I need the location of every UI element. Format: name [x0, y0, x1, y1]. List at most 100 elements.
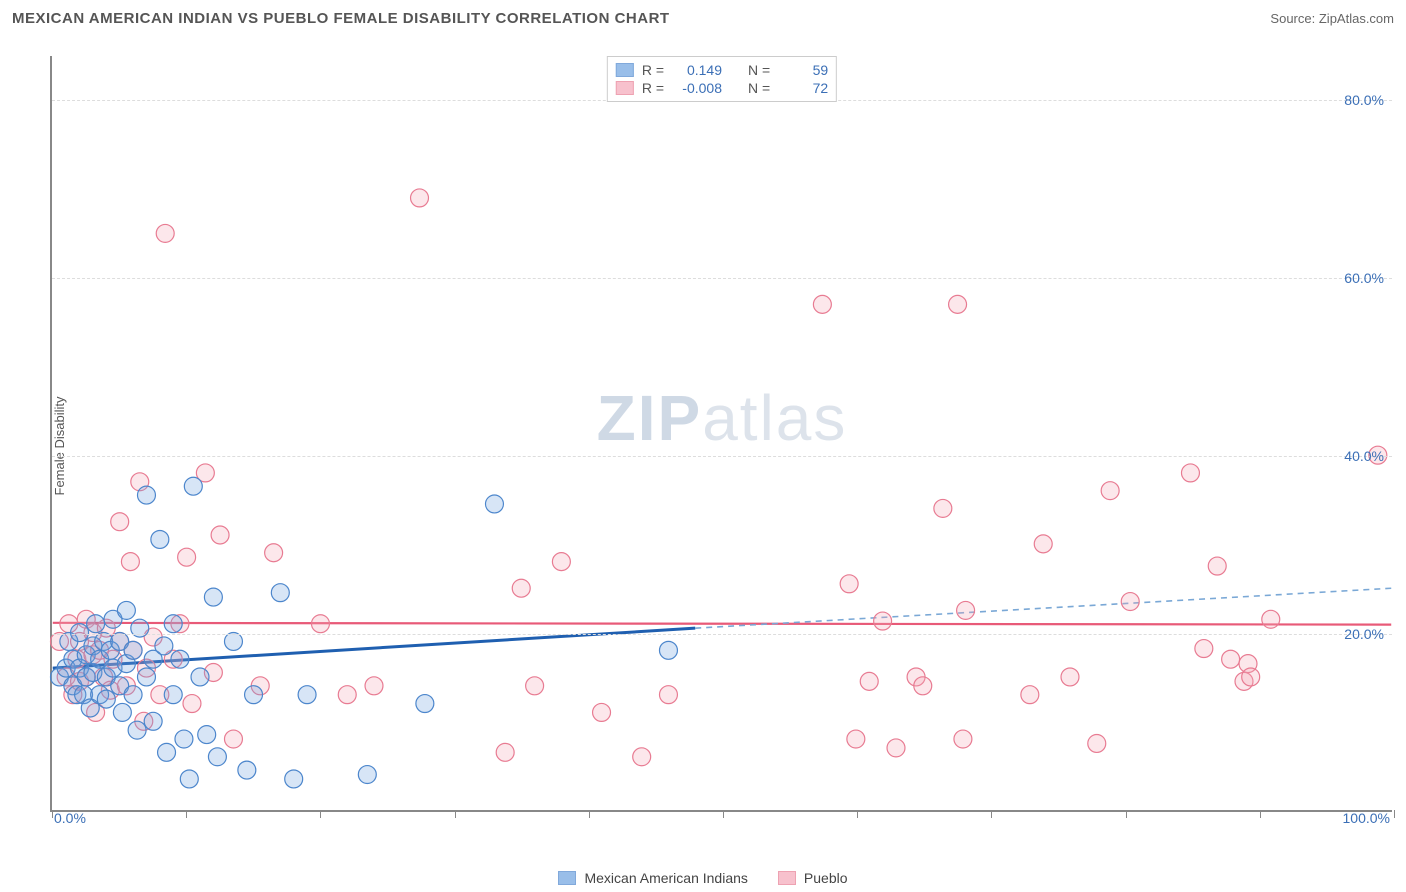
scatter-point — [198, 726, 216, 744]
x-tick-max: 100.0% — [1343, 810, 1390, 826]
scatter-point — [1121, 593, 1139, 611]
scatter-point — [113, 703, 131, 721]
scatter-point — [512, 579, 530, 597]
scatter-point — [285, 770, 303, 788]
scatter-point — [87, 615, 105, 633]
scatter-point — [271, 584, 289, 602]
chart-title: MEXICAN AMERICAN INDIAN VS PUEBLO FEMALE… — [12, 10, 670, 27]
scatter-point — [171, 650, 189, 668]
scatter-point — [633, 748, 651, 766]
legend-swatch-1 — [778, 871, 796, 885]
scatter-point — [659, 641, 677, 659]
scatter-point — [1061, 668, 1079, 686]
scatter-point — [411, 189, 429, 207]
legend-row-series-0: R = 0.149 N = 59 — [616, 61, 828, 79]
legend-label-1: Pueblo — [804, 870, 848, 886]
x-tick — [723, 810, 724, 818]
scatter-point — [71, 624, 89, 642]
scatter-point — [155, 637, 173, 655]
y-tick-label: 80.0% — [1344, 92, 1384, 108]
source-link[interactable]: ZipAtlas.com — [1319, 11, 1394, 26]
scatter-point — [887, 739, 905, 757]
source-attribution: Source: ZipAtlas.com — [1270, 11, 1394, 26]
scatter-point — [151, 530, 169, 548]
x-tick — [589, 810, 590, 818]
x-tick — [1126, 810, 1127, 818]
legend-row-series-1: R = -0.008 N = 72 — [616, 79, 828, 97]
scatter-point — [954, 730, 972, 748]
scatter-point — [265, 544, 283, 562]
scatter-point — [191, 668, 209, 686]
scatter-point — [175, 730, 193, 748]
scatter-point — [813, 295, 831, 313]
scatter-point — [158, 743, 176, 761]
scatter-point — [97, 690, 115, 708]
scatter-point — [224, 632, 242, 650]
x-tick — [1394, 810, 1395, 818]
x-tick — [857, 810, 858, 818]
r-label: R = — [642, 80, 664, 96]
scatter-point — [144, 712, 162, 730]
scatter-point — [121, 553, 139, 571]
n-value-1: 72 — [778, 80, 828, 96]
scatter-point — [1034, 535, 1052, 553]
scatter-point — [117, 601, 135, 619]
scatter-point — [124, 641, 142, 659]
scatter-point — [496, 743, 514, 761]
x-tick — [186, 810, 187, 818]
source-label: Source: — [1270, 11, 1315, 26]
scatter-point — [111, 513, 129, 531]
scatter-point — [1195, 640, 1213, 658]
scatter-point — [914, 677, 932, 695]
scatter-point — [338, 686, 356, 704]
series-legend: Mexican American Indians Pueblo — [0, 870, 1406, 886]
n-value-0: 59 — [778, 62, 828, 78]
scatter-point — [847, 730, 865, 748]
gridline-h — [52, 634, 1392, 635]
x-tick — [52, 810, 53, 818]
scatter-point — [128, 721, 146, 739]
scatter-point — [208, 748, 226, 766]
r-value-1: -0.008 — [672, 80, 722, 96]
legend-swatch-0 — [558, 871, 576, 885]
n-label: N = — [748, 80, 770, 96]
chart-plot-area: ZIPatlas R = 0.149 N = 59 R = -0.008 N =… — [50, 56, 1392, 812]
scatter-point — [184, 477, 202, 495]
swatch-series-1 — [616, 81, 634, 95]
scatter-point — [1021, 686, 1039, 704]
r-value-0: 0.149 — [672, 62, 722, 78]
correlation-legend: R = 0.149 N = 59 R = -0.008 N = 72 — [607, 56, 837, 102]
scatter-point — [204, 588, 222, 606]
y-tick-label: 60.0% — [1344, 270, 1384, 286]
gridline-h — [52, 456, 1392, 457]
x-tick — [320, 810, 321, 818]
scatter-point — [245, 686, 263, 704]
scatter-point — [180, 770, 198, 788]
scatter-point — [949, 295, 967, 313]
legend-item-0: Mexican American Indians — [558, 870, 747, 886]
scatter-point — [178, 548, 196, 566]
scatter-point — [1242, 668, 1260, 686]
scatter-point — [224, 730, 242, 748]
scatter-point — [1181, 464, 1199, 482]
scatter-point — [137, 486, 155, 504]
scatter-point — [156, 224, 174, 242]
scatter-point — [358, 766, 376, 784]
scatter-point — [593, 703, 611, 721]
scatter-point — [416, 695, 434, 713]
swatch-series-0 — [616, 63, 634, 77]
scatter-point — [957, 601, 975, 619]
scatter-point — [124, 686, 142, 704]
scatter-point — [298, 686, 316, 704]
scatter-point — [238, 761, 256, 779]
scatter-point — [365, 677, 383, 695]
scatter-point — [183, 695, 201, 713]
scatter-point — [1208, 557, 1226, 575]
scatter-point — [311, 615, 329, 633]
y-tick-label: 40.0% — [1344, 448, 1384, 464]
scatter-point — [1222, 650, 1240, 668]
legend-label-0: Mexican American Indians — [584, 870, 747, 886]
scatter-svg — [52, 56, 1392, 810]
scatter-point — [1262, 610, 1280, 628]
gridline-h — [52, 278, 1392, 279]
